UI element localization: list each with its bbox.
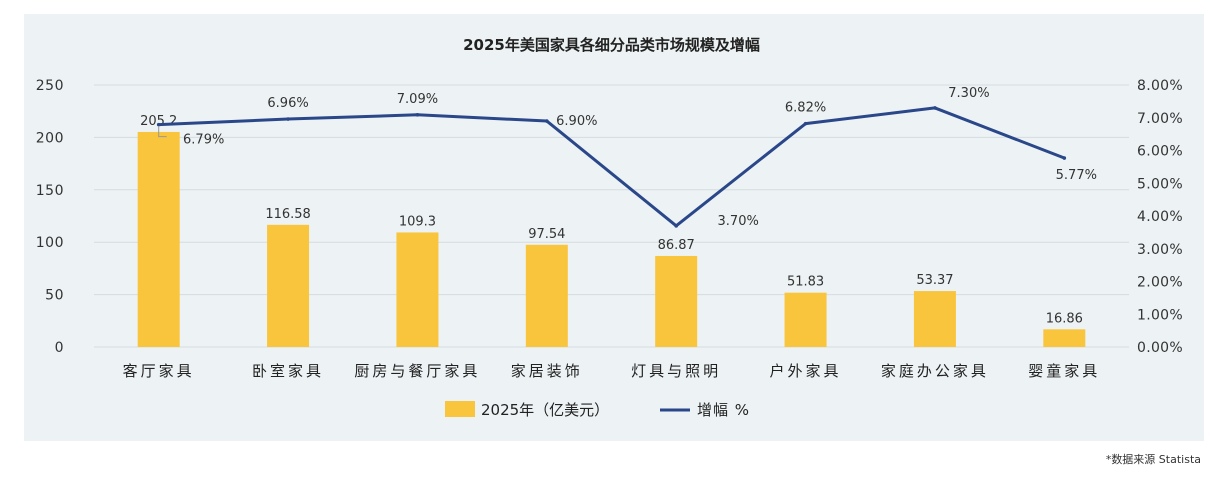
line-value-label: 5.77%: [1056, 168, 1097, 183]
growth-point: [803, 121, 808, 126]
bar-value-label: 51.83: [787, 275, 824, 290]
bar-6: [784, 292, 827, 347]
x-category-label: 客厅家具: [123, 362, 195, 380]
bar-value-label: 109.3: [399, 214, 436, 229]
growth-point: [415, 113, 420, 117]
growth-point: [933, 106, 937, 110]
growth-point: [286, 117, 290, 121]
legend-bar-swatch: [445, 401, 475, 417]
line-value-label: 3.70%: [718, 214, 759, 229]
chart-panel: 2025年美国家具各细分品类市场规模及增幅 0 50 100 150 200 250 0.00…: [24, 14, 1204, 441]
growth-point: [674, 224, 678, 228]
legend-line-label: 增幅 %: [697, 401, 750, 419]
line-value-label: 6.96%: [267, 96, 308, 111]
bar-value-label: 53.37: [916, 273, 953, 288]
y-left-tick-label: 0: [55, 340, 64, 356]
line-value-label: 6.82%: [785, 101, 826, 116]
combo-chart: 2025年美国家具各细分品类市场规模及增幅 0 50 100 150 200 250 0.00…: [36, 36, 1183, 419]
x-category-label: 卧室家具: [252, 362, 324, 380]
y-right-tick-label: 4.00%: [1137, 209, 1183, 225]
y-right-tick-label: 1.00%: [1137, 307, 1183, 323]
label-leader: [158, 126, 167, 138]
y-left-tick-label: 100: [36, 235, 64, 251]
bar-2: [267, 224, 310, 347]
y-right-tick-label: 7.00%: [1137, 111, 1183, 127]
bar-5: [655, 255, 698, 347]
growth-point: [156, 122, 161, 127]
bar-4: [525, 244, 568, 347]
x-category-label: 厨房与餐厅家具: [354, 362, 480, 380]
bar-value-label: 97.54: [528, 227, 565, 242]
growth-line: [158, 106, 1065, 228]
y-right-tick-label: 8.00%: [1137, 78, 1183, 94]
bar-value-label: 116.58: [265, 207, 311, 222]
bar-3: [396, 232, 439, 347]
growth-point: [545, 119, 549, 123]
bar-1: [137, 131, 180, 347]
line-value-label: 7.09%: [397, 92, 438, 107]
x-category-label: 家居装饰: [511, 362, 583, 380]
y-left-tick-label: 150: [36, 183, 64, 199]
x-category-label: 家庭办公家具: [881, 362, 989, 380]
y-left-tick-label: 50: [45, 288, 64, 304]
x-category-label: 婴童家具: [1028, 362, 1100, 380]
y-right-tick-label: 2.00%: [1137, 275, 1183, 291]
line-value-label: 7.30%: [948, 86, 989, 101]
x-category-label: 灯具与照明: [631, 362, 721, 380]
y-left-tick-label: 250: [36, 78, 64, 94]
x-category-label: 户外家具: [770, 362, 842, 380]
line-value-label: 6.90%: [556, 114, 597, 129]
source-note: *数据来源 Statista: [1105, 453, 1201, 466]
y-right-tick-label: 6.00%: [1137, 144, 1183, 160]
y-right-tick-label: 3.00%: [1137, 242, 1183, 258]
bar-value-label: 16.86: [1046, 311, 1083, 326]
y-left-tick-label: 200: [36, 130, 64, 146]
growth-point: [1062, 156, 1067, 160]
bar-7: [913, 291, 956, 347]
bar-value-label: 86.87: [658, 238, 695, 253]
y-right-tick-label: 0.00%: [1137, 340, 1183, 356]
line-value-label: 6.79%: [183, 133, 224, 148]
bar-8: [1043, 329, 1086, 347]
chart-title: 2025年美国家具各细分品类市场规模及增幅: [463, 36, 760, 54]
legend-bar-label: 2025年（亿美元）: [481, 401, 609, 419]
y-right-tick-label: 5.00%: [1137, 176, 1183, 192]
